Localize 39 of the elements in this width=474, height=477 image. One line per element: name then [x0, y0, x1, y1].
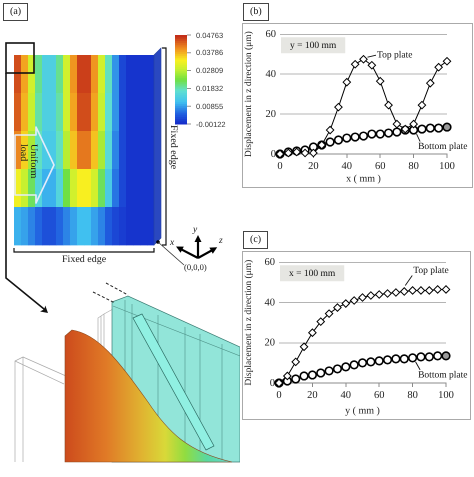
text: z: [219, 236, 223, 246]
text: x: [170, 238, 174, 248]
annotation: y = 100 mm: [290, 40, 337, 51]
x-tick-label: 100: [439, 161, 455, 172]
x-tick-label: 40: [342, 161, 352, 172]
series-label: Top plate: [377, 50, 412, 61]
y-axis-title: Displacement in z direction (μm): [244, 31, 254, 158]
y-tick-label: 20: [266, 108, 276, 120]
x-axis-title: x ( mm ): [346, 174, 381, 185]
y-tick-label: 0: [270, 148, 276, 160]
chart-title: (c): [243, 231, 268, 249]
x-tick-label: 20: [308, 161, 319, 172]
x-tick-label: 80: [408, 161, 419, 172]
series-label: Top plate: [413, 266, 449, 276]
annotation: Uniform load: [18, 144, 39, 180]
annotation: x = 100 mm: [289, 268, 336, 279]
chart-title: (a): [3, 3, 28, 21]
y-tick-label: 20: [264, 338, 275, 349]
x-tick-label: 0: [277, 161, 283, 172]
chart-title: (b): [243, 3, 269, 21]
series-label: Bottom plate: [418, 142, 468, 152]
text: (0,0,0): [184, 262, 207, 272]
x-tick-label: 100: [438, 390, 454, 402]
x-tick-label: 40: [340, 390, 352, 402]
y-tick-label: 0: [270, 378, 275, 389]
series-label: Bottom plate: [418, 370, 468, 380]
text: Fixed edge: [62, 254, 106, 265]
y-tick-label: 40: [266, 68, 276, 80]
y-tick-label: 60: [266, 29, 276, 40]
y-axis-title: Displacement in z direction (μm): [244, 260, 254, 386]
text: y: [193, 225, 198, 235]
x-tick-label: 20: [307, 390, 318, 402]
text: Fixed edge: [168, 125, 179, 172]
x-tick-label: 60: [374, 390, 384, 402]
y-tick-label: 40: [264, 297, 275, 308]
x-tick-label: 60: [374, 161, 386, 172]
y-tick-label: 60: [264, 257, 275, 268]
x-tick-label: 80: [407, 390, 418, 402]
x-axis-title: y ( mm ): [345, 406, 380, 417]
